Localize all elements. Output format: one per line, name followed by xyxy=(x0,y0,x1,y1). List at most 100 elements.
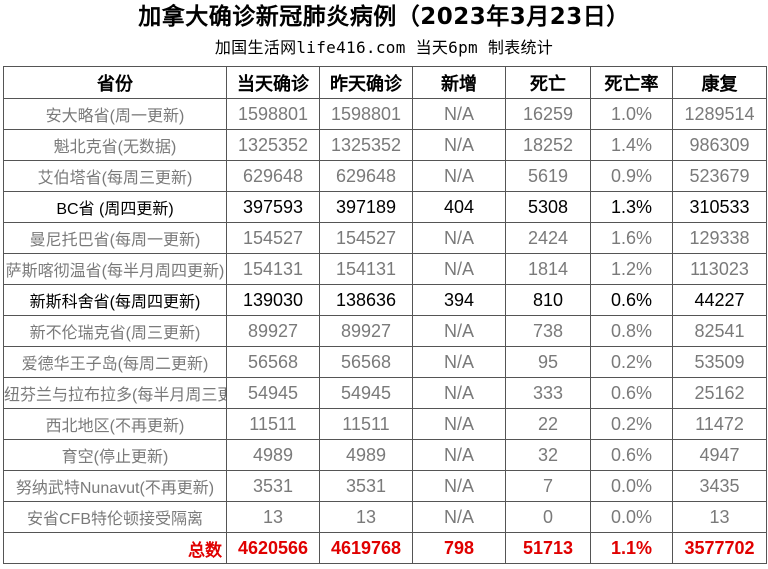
cell-deaths: 18252 xyxy=(505,129,591,161)
page-subtitle: 加国生活网life416.com 当天6pm 制表统计 xyxy=(214,38,554,57)
cell-today: 11511 xyxy=(226,408,320,440)
cell-deaths: 7 xyxy=(505,470,591,502)
cell-deaths: 5619 xyxy=(505,160,591,192)
cell-recovered: 1289514 xyxy=(672,98,767,130)
cell-yesterday: 1325352 xyxy=(319,129,413,161)
cell-death-rate: 0.0% xyxy=(590,470,673,502)
cell-yesterday: 13 xyxy=(319,501,413,533)
cell-yesterday: 56568 xyxy=(319,346,413,378)
cell-new: N/A xyxy=(412,315,506,347)
cell-death-rate: 0.2% xyxy=(590,346,673,378)
cell-new: N/A xyxy=(412,253,506,285)
table-row: 爱德华王子岛(每周二更新) 56568 56568 N/A 95 0.2% 53… xyxy=(3,346,767,378)
cell-new: N/A xyxy=(412,377,506,409)
cell-yesterday: 3531 xyxy=(319,470,413,502)
cell-new: N/A xyxy=(412,160,506,192)
cell-province: 新斯科舍省(每周四更新) xyxy=(3,284,227,316)
cell-recovered: 53509 xyxy=(672,346,767,378)
cell-deaths: 810 xyxy=(505,284,591,316)
table-row: 新不伦瑞克省(周三更新) 89927 89927 N/A 738 0.8% 82… xyxy=(3,315,767,347)
cell-recovered: 25162 xyxy=(672,377,767,409)
cell-death-rate: 0.6% xyxy=(590,439,673,471)
cell-province: 艾伯塔省(每周三更新) xyxy=(3,160,227,192)
cell-province: 萨斯喀彻温省(每半月周四更新) xyxy=(3,253,227,285)
cell-today: 629648 xyxy=(226,160,320,192)
cell-recovered: 82541 xyxy=(672,315,767,347)
header-death-rate: 死亡率 xyxy=(590,66,673,99)
header-province: 省份 xyxy=(3,66,227,99)
cell-yesterday: 54945 xyxy=(319,377,413,409)
cell-today: 13 xyxy=(226,501,320,533)
cell-deaths: 333 xyxy=(505,377,591,409)
cell-new: N/A xyxy=(412,129,506,161)
cell-death-rate: 0.2% xyxy=(590,408,673,440)
cell-recovered: 523679 xyxy=(672,160,767,192)
cell-death-rate: 0.0% xyxy=(590,501,673,533)
cell-total-death-rate: 1.1% xyxy=(590,532,673,564)
cell-yesterday: 629648 xyxy=(319,160,413,192)
cell-death-rate: 1.2% xyxy=(590,253,673,285)
header-today: 当天确诊 xyxy=(226,66,320,99)
cell-deaths: 2424 xyxy=(505,222,591,254)
cell-yesterday: 154527 xyxy=(319,222,413,254)
cell-province: 安大略省(周一更新) xyxy=(3,98,227,130)
cell-deaths: 22 xyxy=(505,408,591,440)
cell-death-rate: 0.8% xyxy=(590,315,673,347)
cell-new: N/A xyxy=(412,346,506,378)
table-header-row: 省份 当天确诊 昨天确诊 新增 死亡 死亡率 康复 xyxy=(3,66,767,99)
cell-province: 安省CFB特伦顿接受隔离 xyxy=(3,501,227,533)
cell-today: 4989 xyxy=(226,439,320,471)
cell-deaths: 95 xyxy=(505,346,591,378)
cell-province: 育空(停止更新) xyxy=(3,439,227,471)
cell-recovered: 11472 xyxy=(672,408,767,440)
cell-province: 魁北克省(无数据) xyxy=(3,129,227,161)
cell-new: 394 xyxy=(412,284,506,316)
cell-yesterday: 11511 xyxy=(319,408,413,440)
cell-deaths: 32 xyxy=(505,439,591,471)
cell-deaths: 16259 xyxy=(505,98,591,130)
cell-death-rate: 1.6% xyxy=(590,222,673,254)
cell-new: N/A xyxy=(412,98,506,130)
cell-recovered: 129338 xyxy=(672,222,767,254)
table-row: 纽芬兰与拉布拉多(每半月周三更新) 54945 54945 N/A 333 0.… xyxy=(3,377,767,409)
cell-total-recovered: 3577702 xyxy=(672,532,767,564)
cell-recovered: 310533 xyxy=(672,191,767,223)
cell-recovered: 3435 xyxy=(672,470,767,502)
cell-province: 新不伦瑞克省(周三更新) xyxy=(3,315,227,347)
cell-new: 404 xyxy=(412,191,506,223)
cell-yesterday: 397189 xyxy=(319,191,413,223)
cell-today: 56568 xyxy=(226,346,320,378)
cell-today: 154527 xyxy=(226,222,320,254)
cell-death-rate: 1.3% xyxy=(590,191,673,223)
cell-recovered: 4947 xyxy=(672,439,767,471)
cell-province: BC省 (周四更新) xyxy=(3,191,227,223)
cell-total-new: 798 xyxy=(412,532,506,564)
cell-death-rate: 0.9% xyxy=(590,160,673,192)
cell-death-rate: 1.0% xyxy=(590,98,673,130)
table-row: 安大略省(周一更新) 1598801 1598801 N/A 16259 1.0… xyxy=(3,98,767,130)
table-row: 萨斯喀彻温省(每半月周四更新) 154131 154131 N/A 1814 1… xyxy=(3,253,767,285)
table-row: BC省 (周四更新) 397593 397189 404 5308 1.3% 3… xyxy=(3,191,767,223)
cell-today: 89927 xyxy=(226,315,320,347)
cell-new: N/A xyxy=(412,439,506,471)
cell-death-rate: 1.4% xyxy=(590,129,673,161)
cell-new: N/A xyxy=(412,408,506,440)
cell-yesterday: 89927 xyxy=(319,315,413,347)
cell-province: 曼尼托巴省(每周一更新) xyxy=(3,222,227,254)
cell-today: 1598801 xyxy=(226,98,320,130)
cell-yesterday: 1598801 xyxy=(319,98,413,130)
header-yesterday: 昨天确诊 xyxy=(319,66,413,99)
cell-new: N/A xyxy=(412,501,506,533)
cell-recovered: 13 xyxy=(672,501,767,533)
cell-death-rate: 0.6% xyxy=(590,377,673,409)
cell-new: N/A xyxy=(412,470,506,502)
cell-today: 3531 xyxy=(226,470,320,502)
cell-total-label: 总数 xyxy=(3,532,227,564)
cell-deaths: 5308 xyxy=(505,191,591,223)
cell-death-rate: 0.6% xyxy=(590,284,673,316)
cell-today: 154131 xyxy=(226,253,320,285)
cell-today: 1325352 xyxy=(226,129,320,161)
cell-total-today: 4620566 xyxy=(226,532,320,564)
page-title: 加拿大确诊新冠肺炎病例（2023年3月23日） xyxy=(138,4,630,30)
cell-province: 爱德华王子岛(每周二更新) xyxy=(3,346,227,378)
